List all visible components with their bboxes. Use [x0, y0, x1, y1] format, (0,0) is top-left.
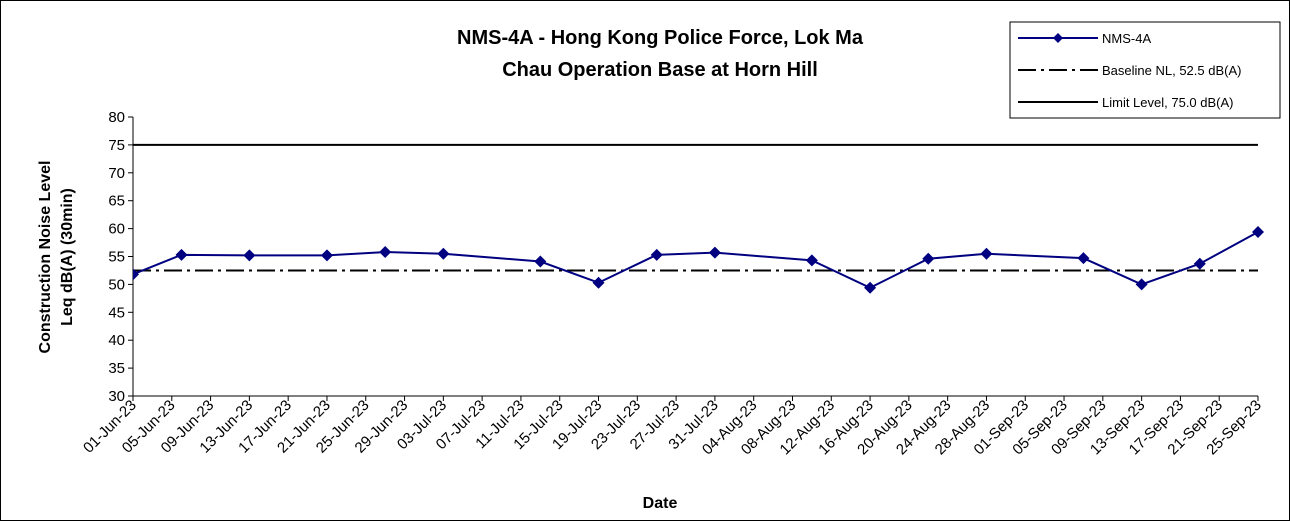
y-tick-label: 75: [108, 137, 125, 154]
y-tick-label: 45: [108, 304, 125, 321]
y-tick-label: 60: [108, 221, 125, 238]
data-point: [980, 247, 993, 260]
data-point: [1077, 252, 1090, 265]
y-tick-label: 65: [108, 193, 125, 210]
chart-title: NMS-4A - Hong Kong Police Force, Lok Ma: [457, 27, 864, 49]
data-point: [805, 254, 818, 267]
data-point: [175, 248, 188, 261]
data-point: [379, 246, 392, 259]
y-tick-label: 30: [108, 388, 125, 405]
y-tick-label: 70: [108, 165, 125, 182]
data-point: [1252, 225, 1264, 238]
data-point: [320, 249, 333, 262]
legend-label: Limit Level, 75.0 dB(A): [1102, 95, 1234, 110]
data-line: [132, 231, 1259, 289]
y-tick-label: 55: [108, 249, 125, 266]
y-tick-label: 35: [108, 360, 125, 377]
data-point: [650, 248, 663, 261]
data-point: [864, 281, 877, 294]
data-point: [1135, 278, 1148, 291]
y-tick-label: 40: [108, 332, 125, 349]
data-point: [922, 252, 935, 265]
x-axis-title: Date: [643, 495, 678, 512]
data-point: [592, 276, 605, 289]
data-point: [708, 246, 721, 259]
chart-title: Chau Operation Base at Horn Hill: [502, 59, 818, 81]
data-point: [534, 255, 547, 268]
data-point: [243, 249, 256, 262]
y-axis-title: Construction Noise Level: [37, 161, 54, 354]
data-point: [1193, 257, 1206, 270]
y-tick-label: 80: [108, 109, 125, 126]
legend-label: Baseline NL, 52.5 dB(A): [1102, 63, 1241, 78]
legend-marker: [1053, 33, 1063, 43]
legend-label: NMS-4A: [1102, 31, 1151, 46]
y-axis-title: Leq dB(A) (30min): [59, 188, 76, 326]
y-tick-label: 50: [108, 276, 125, 293]
data-point: [437, 247, 450, 260]
data-point: [133, 268, 139, 281]
